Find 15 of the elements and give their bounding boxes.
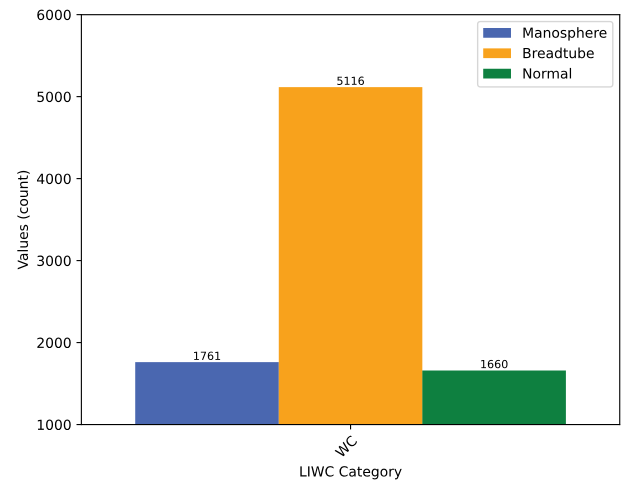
data-label: 1660 <box>481 360 508 368</box>
y-axis-title: Values (count) <box>17 170 30 270</box>
data-label: 1761 <box>194 352 220 360</box>
legend-label: Manosphere <box>523 27 606 41</box>
y-tick-label: 6000 <box>37 10 71 20</box>
y-tick-label: 3000 <box>37 256 71 266</box>
legend-label: Breadtube <box>523 48 594 58</box>
legend-label: Normal <box>523 68 572 79</box>
y-tick-label: 1000 <box>38 420 71 430</box>
data-label: 5116 <box>337 76 364 85</box>
y-tick-label: 4000 <box>36 174 71 184</box>
x-axis-title: LIWC Category <box>300 466 402 480</box>
x-tick-label: WC <box>334 434 358 458</box>
y-tick-label: 5000 <box>37 92 71 102</box>
y-tick-label: 2000 <box>37 338 71 348</box>
